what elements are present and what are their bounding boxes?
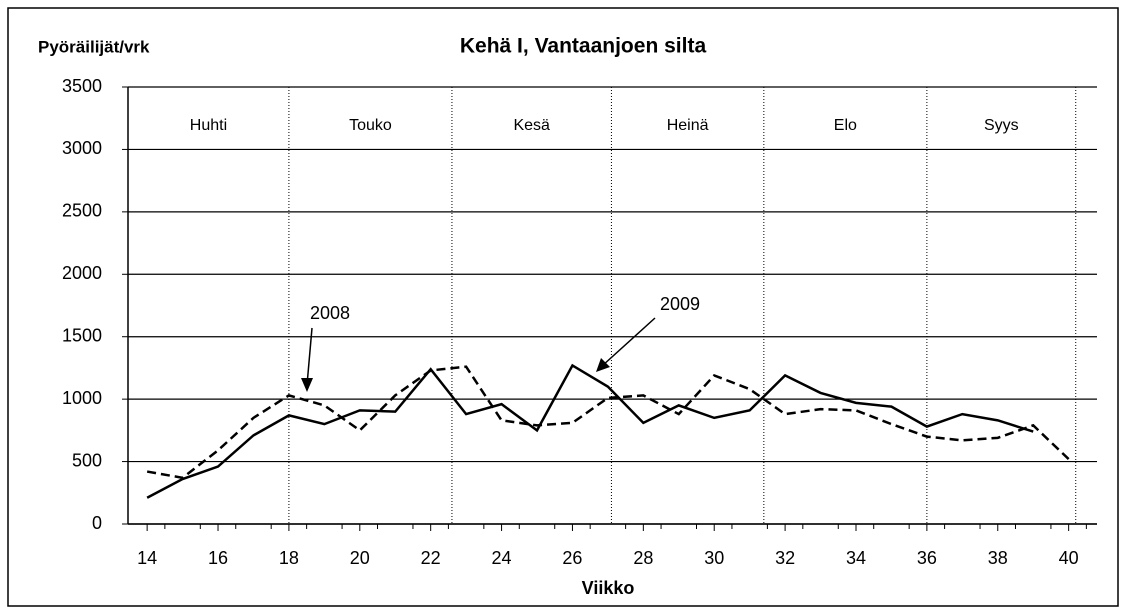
annotation-arrow — [601, 317, 656, 367]
y-tick-label: 1500 — [62, 325, 102, 345]
x-tick-label: 28 — [633, 548, 653, 568]
x-tick-label: 20 — [350, 548, 370, 568]
month-label: Kesä — [513, 117, 550, 134]
x-tick-label: 24 — [492, 548, 512, 568]
y-tick-label: 500 — [72, 450, 102, 470]
y-tick-label: 1000 — [62, 388, 102, 408]
x-axis-label: Viikko — [582, 578, 635, 598]
x-tick-label: 40 — [1059, 548, 1079, 568]
y-tick-label: 3500 — [62, 76, 102, 96]
month-label: Heinä — [667, 117, 709, 134]
x-tick-label: 14 — [137, 548, 157, 568]
x-tick-label: 38 — [988, 548, 1008, 568]
annotation-arrow — [306, 327, 313, 386]
x-tick-label: 32 — [775, 548, 795, 568]
annotation-arrowhead — [301, 378, 313, 392]
y-tick-label: 2500 — [62, 201, 102, 221]
x-tick-label: 22 — [421, 548, 441, 568]
x-tick-label: 16 — [208, 548, 228, 568]
month-label: Elo — [834, 117, 857, 134]
x-tick-label: 34 — [846, 548, 866, 568]
month-label: Touko — [349, 117, 392, 134]
y-tick-label: 0 — [92, 513, 102, 533]
month-label: Huhti — [190, 117, 227, 134]
month-label: Syys — [984, 117, 1019, 134]
series-line — [146, 363, 1034, 499]
chart-title: Kehä I, Vantaanjoen silta — [460, 35, 707, 58]
y-tick-label: 2000 — [62, 263, 102, 283]
annotation: 2009 — [660, 294, 700, 314]
annotation-arrowhead — [596, 358, 610, 372]
y-tick-label: 3000 — [62, 138, 102, 158]
series-line — [146, 365, 1070, 480]
y-axis-label: Pyöräilijät/vrk — [38, 37, 150, 56]
x-tick-label: 30 — [704, 548, 724, 568]
x-tick-label: 36 — [917, 548, 937, 568]
x-tick-label: 26 — [562, 548, 582, 568]
x-tick-label: 18 — [279, 548, 299, 568]
chart-border — [7, 7, 1119, 607]
annotation: 2008 — [310, 303, 350, 323]
